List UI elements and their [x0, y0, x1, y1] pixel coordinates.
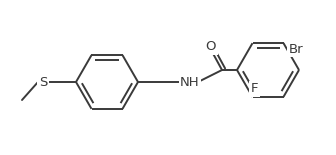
Text: Br: Br: [289, 43, 303, 56]
Text: S: S: [39, 75, 47, 89]
Text: F: F: [251, 82, 258, 95]
Text: O: O: [206, 40, 216, 53]
Text: NH: NH: [180, 75, 200, 89]
